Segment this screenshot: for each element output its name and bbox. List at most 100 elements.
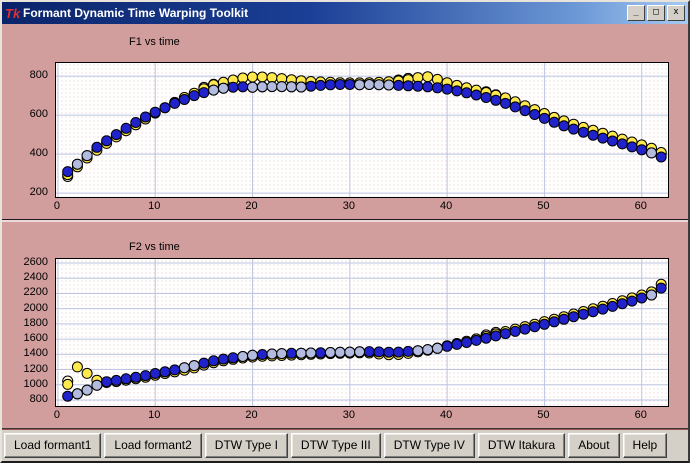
formant2-point	[363, 79, 375, 90]
formant2-point	[305, 347, 317, 359]
formant2-warped-point	[373, 346, 385, 358]
y-tick-label: 1200	[23, 362, 48, 375]
x-tick-label: 0	[53, 409, 60, 421]
formant2-warped-point	[286, 347, 297, 359]
formant2-point	[295, 347, 307, 359]
formant2-point	[646, 289, 657, 301]
formant2-point	[422, 344, 434, 356]
formant2-warped-point	[577, 126, 589, 138]
formant1-point	[256, 71, 268, 83]
tk-logo-icon: Tk	[5, 5, 21, 21]
help-button[interactable]: Help	[622, 433, 668, 458]
formant2-warped-point	[120, 122, 132, 134]
y-tick-label: 2200	[23, 286, 48, 299]
formant2-point	[247, 81, 258, 93]
formant2-warped-point	[480, 92, 492, 103]
formant2-warped-point	[519, 105, 531, 117]
x-tick-label: 50	[537, 409, 550, 421]
formant2-warped-point	[558, 120, 570, 132]
y-tick-label: 800	[29, 392, 48, 405]
formant2-warped-point	[529, 321, 541, 333]
x-tick-label: 60	[634, 409, 647, 421]
formant2-warped-point	[490, 94, 502, 106]
toolbar: Load formant1 Load formant2 DTW Type I D…	[2, 429, 688, 461]
y-tick-label: 600	[29, 108, 48, 121]
f2-plot-panel: F2 vs time 800 1000 1200 1400 1600 1800 2000 220…	[2, 220, 688, 429]
formant2-warped-point	[208, 355, 220, 367]
formant2-warped-point	[607, 300, 618, 312]
formant2-warped-point	[538, 318, 550, 330]
x-tick-label: 10	[148, 200, 161, 212]
formant2-warped-point	[431, 82, 443, 94]
formant2-warped-point	[402, 80, 414, 92]
window-title: Formant Dynamic Time Warping Toolkit	[23, 6, 249, 20]
formant2-point	[412, 345, 424, 357]
formant1-point	[266, 72, 278, 84]
formant2-point	[208, 84, 220, 96]
formant2-warped-point	[441, 340, 453, 352]
about-button[interactable]: About	[568, 433, 620, 458]
formant2-point	[276, 81, 288, 93]
formant2-warped-point	[198, 87, 210, 99]
formant2-point	[71, 388, 83, 400]
titlebar[interactable]: Tk Formant Dynamic Time Warping Toolkit …	[2, 2, 688, 24]
formant2-warped-point	[217, 353, 229, 365]
formant2-warped-point	[558, 313, 570, 325]
formant2-point	[256, 81, 268, 93]
formant2-point	[383, 79, 395, 91]
formant2-warped-point	[334, 79, 346, 90]
formant2-warped-point	[383, 346, 395, 358]
formant2-point	[266, 348, 278, 360]
minimize-button[interactable]: _	[627, 5, 645, 21]
formant2-warped-point	[451, 85, 463, 97]
y-tick-label: 1800	[23, 316, 48, 329]
y-tick-label: 2600	[23, 256, 48, 269]
formant2-warped-point	[169, 97, 181, 109]
formant2-point	[431, 342, 443, 354]
formant2-point	[646, 147, 657, 159]
formant2-warped-point	[227, 352, 239, 364]
load-formant2-button[interactable]: Load formant2	[104, 433, 202, 458]
x-tick-label: 0	[53, 200, 60, 212]
formant2-warped-point	[519, 323, 531, 335]
formant2-warped-point	[324, 79, 336, 91]
y-tick-label: 200	[29, 186, 48, 199]
formant2-warped-point	[188, 90, 200, 102]
formant2-warped-point	[587, 306, 599, 318]
formant2-warped-point	[500, 97, 511, 109]
load-formant1-button[interactable]: Load formant1	[4, 433, 102, 458]
formant2-warped-point	[597, 303, 609, 315]
dtw-type-iii-button[interactable]: DTW Type III	[290, 433, 381, 458]
formant2-warped-point	[130, 371, 142, 383]
formant2-point	[91, 379, 103, 391]
formant2-point	[334, 346, 346, 358]
formant2-warped-point	[461, 87, 473, 99]
x-tick-label: 30	[342, 409, 355, 421]
formant2-warped-point	[626, 141, 638, 153]
close-button[interactable]: x	[667, 5, 685, 21]
dtw-type-i-button[interactable]: DTW Type I	[204, 433, 288, 458]
formant2-warped-point	[577, 308, 589, 320]
formant2-warped-point	[344, 79, 356, 90]
formant2-warped-point	[130, 117, 142, 128]
formant2-point	[237, 351, 249, 362]
dtw-type-iv-button[interactable]: DTW Type IV	[383, 433, 475, 458]
formant2-warped-point	[626, 295, 638, 307]
formant2-warped-point	[110, 374, 122, 386]
formant2-warped-point	[402, 345, 414, 357]
dtw-itakura-button[interactable]: DTW Itakura	[477, 433, 566, 458]
maximize-button[interactable]: □	[647, 5, 665, 21]
formant2-warped-point	[110, 129, 122, 141]
formant2-point	[276, 348, 288, 360]
formant2-warped-point	[548, 316, 560, 328]
y-tick-label: 2000	[23, 301, 48, 314]
formant2-warped-point	[490, 330, 502, 342]
formant2-warped-point	[529, 109, 541, 120]
y-tick-label: 1000	[23, 377, 48, 390]
formant2-warped-point	[412, 80, 424, 92]
formant2-warped-point	[149, 106, 161, 118]
plot-area	[55, 258, 669, 407]
formant2-point	[188, 360, 200, 372]
formant2-warped-point	[62, 166, 74, 178]
